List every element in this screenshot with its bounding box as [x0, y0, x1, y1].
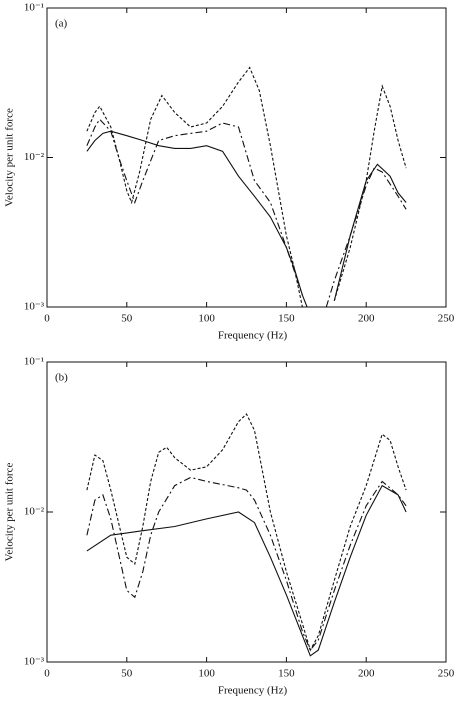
y-axis-label: Velocity per unit force: [4, 463, 16, 562]
panel-label: (b): [55, 372, 68, 384]
panel-label: (a): [55, 18, 68, 30]
curve: [86, 476, 407, 652]
y-tick-label: 10⁻³: [24, 656, 45, 668]
plot-frame: [46, 361, 447, 663]
x-tick-label: 200: [358, 668, 375, 680]
y-axis-label: Velocity per unit force: [4, 108, 16, 207]
x-tick-label: 100: [198, 668, 215, 680]
x-tick-label: 200: [358, 313, 375, 325]
y-tick-label: 10⁻¹: [24, 356, 44, 368]
curve: [86, 484, 407, 657]
x-tick-label: 50: [121, 313, 133, 325]
x-tick-label: 0: [44, 313, 50, 325]
x-tick-label: 250: [438, 313, 455, 325]
x-tick-label: 100: [198, 313, 215, 325]
y-tick-label: 10⁻²: [24, 506, 45, 518]
x-tick-label: 250: [438, 668, 455, 680]
y-tick-label: 10⁻³: [24, 301, 45, 313]
curve: [86, 118, 407, 308]
x-tick-label: 0: [44, 668, 50, 680]
x-axis-label: Frequency (Hz): [218, 330, 288, 342]
curve: [86, 66, 407, 308]
y-tick-label: 10⁻²: [24, 151, 45, 163]
curve: [86, 413, 407, 652]
x-tick-label: 150: [278, 668, 295, 680]
y-tick-label: 10⁻¹: [24, 2, 44, 14]
x-tick-label: 50: [121, 668, 133, 680]
plot-frame: [46, 7, 447, 308]
x-axis-label: Frequency (Hz): [218, 685, 288, 697]
x-tick-label: 150: [278, 313, 295, 325]
curve: [86, 130, 407, 308]
